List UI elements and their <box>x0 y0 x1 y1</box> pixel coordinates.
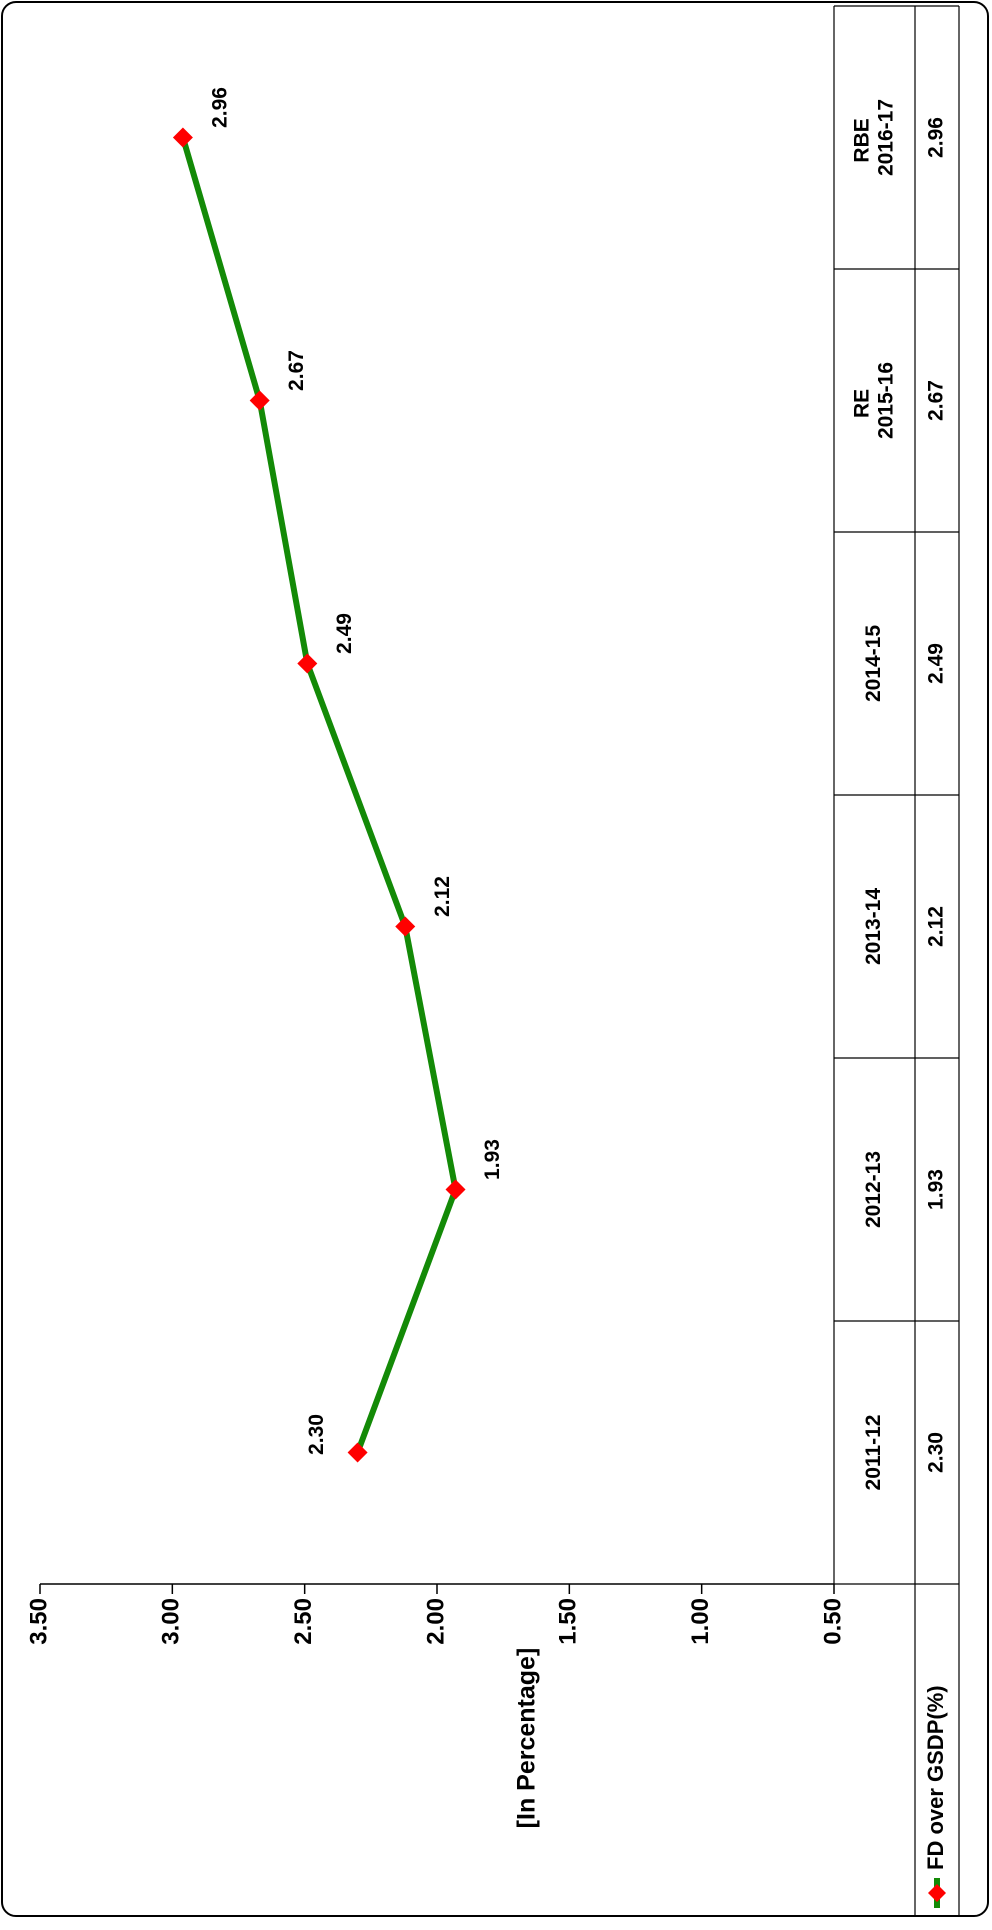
x-tick-label: 2011-12 <box>862 1415 885 1491</box>
x-tick-label: RE 2015-16 <box>850 362 897 439</box>
rotated-chart: [In Percentage] 0.50 1.00 1.50 2.00 2.50 3.00… <box>25 5 960 1917</box>
y-tick-label: 0.50 <box>819 1598 846 1645</box>
series-line <box>180 136 459 1454</box>
x-tick-label: 2013-14 <box>862 888 885 965</box>
y-tick-label: 3.00 <box>158 1598 185 1645</box>
table-value: 2.12 <box>925 906 948 947</box>
legend-marker <box>928 1884 946 1902</box>
data-label: 2.67 <box>285 350 308 391</box>
data-label: 2.96 <box>208 87 231 128</box>
y-axis-label: [In Percentage] <box>513 1648 541 1829</box>
marker <box>347 1442 368 1463</box>
marker <box>445 1179 466 1200</box>
y-tick-label: 1.50 <box>555 1598 582 1645</box>
data-label: 1.93 <box>481 1139 504 1180</box>
table-value: 1.93 <box>925 1169 948 1210</box>
table-value: 2.67 <box>925 380 948 421</box>
marker <box>395 916 416 937</box>
x-tick-label: 2012-13 <box>862 1151 885 1228</box>
x-tick-label: 2014-15 <box>862 625 885 702</box>
marker <box>249 390 270 411</box>
y-tick-label: 2.50 <box>290 1598 317 1645</box>
table-value: 2.96 <box>925 117 948 158</box>
x-tick-label: RBE 2016-17 <box>850 99 897 176</box>
y-tick-label: 3.50 <box>25 1598 52 1645</box>
table-value: 2.49 <box>925 643 948 684</box>
y-tick-label: 2.00 <box>422 1598 449 1645</box>
table-value: 2.30 <box>925 1432 948 1473</box>
data-label: 2.49 <box>333 613 356 654</box>
marker <box>297 653 318 674</box>
marker <box>172 127 193 148</box>
data-label: 2.12 <box>431 876 454 917</box>
data-label: 2.30 <box>305 1414 328 1455</box>
y-tick-label: 1.00 <box>687 1598 714 1645</box>
legend-label: FD over GSDP(%) <box>923 1685 948 1870</box>
